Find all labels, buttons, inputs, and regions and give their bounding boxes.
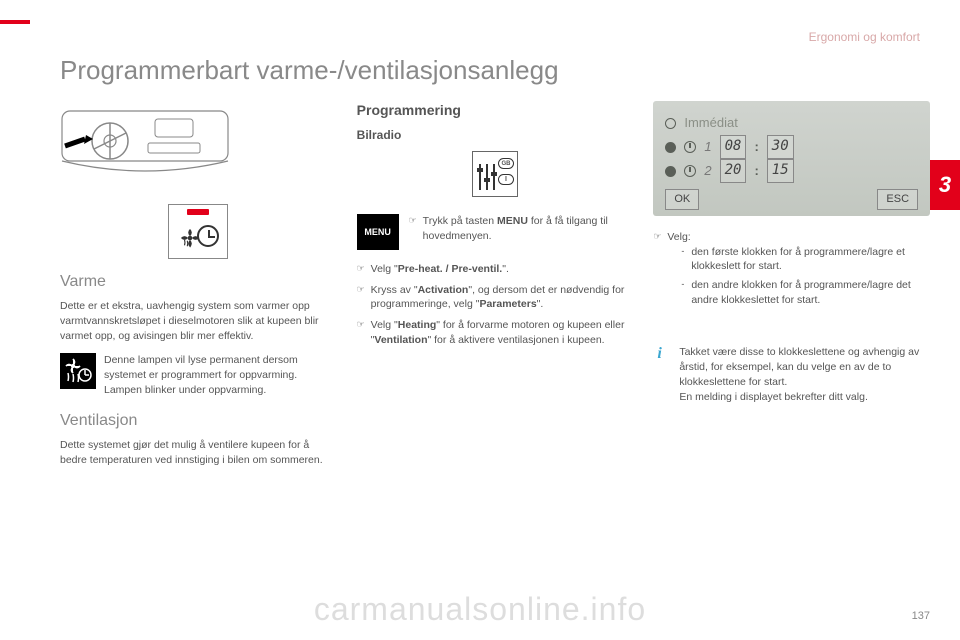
esc-button[interactable]: ESC — [877, 189, 918, 210]
clock-icon — [684, 165, 696, 177]
t: Velg " — [371, 319, 398, 331]
columns-wrap: Varme Dette er et ekstra, uavhengig syst… — [60, 101, 930, 467]
info-text: Takket være disse to klokkeslettene og a… — [679, 345, 922, 404]
t: Activation — [418, 284, 469, 296]
page-number: 137 — [912, 610, 930, 622]
lcd-buttons: OK ESC — [665, 189, 918, 210]
t: Kryss av " — [371, 284, 418, 296]
heater-lamp-icon — [60, 353, 96, 389]
radio-icon-wrap: GB I — [357, 151, 634, 202]
velg-item: Velg: den første klokken for å programme… — [653, 230, 930, 307]
watermark: carmanualsonline.info — [0, 591, 960, 628]
clock-icon — [197, 225, 219, 247]
menu-instruction: MENU Trykk på tasten MENU for å få tilga… — [357, 214, 634, 250]
column-3: Immédiat 1 08 : 30 2 20 : 15 — [653, 101, 930, 467]
lcd-immediat-label: Immédiat — [684, 114, 737, 132]
step-heating: Velg "Heating" for å forvarme motoren og… — [357, 318, 634, 347]
menu-button-icon: MENU — [357, 214, 399, 250]
t: Trykk på tasten — [423, 215, 497, 227]
velg-label: Velg: — [667, 231, 690, 243]
timer-index: 1 — [704, 138, 711, 156]
timer1-hour: 08 — [720, 135, 747, 159]
lamp-note: Denne lampen vil lyse permanent dersom s… — [60, 353, 337, 397]
radio-selected-icon — [665, 142, 676, 153]
page-title: Programmerbart varme-/ventilasjonsanlegg — [60, 55, 930, 86]
led-indicator — [187, 209, 209, 215]
radio-settings-icon: GB I — [472, 151, 518, 197]
steps-list: Velg "Pre-heat. / Pre-ventil.". Kryss av… — [357, 262, 634, 347]
lcd-row-immediat: Immédiat — [665, 111, 918, 135]
lcd-display: Immédiat 1 08 : 30 2 20 : 15 — [653, 101, 930, 216]
info-box: i Takket være disse to klokkeslettene og… — [653, 337, 930, 412]
lcd-row-timer2: 2 20 : 15 — [665, 159, 918, 183]
lamp-text: Denne lampen vil lyse permanent dersom s… — [104, 353, 337, 397]
column-1: Varme Dette er et ekstra, uavhengig syst… — [60, 101, 337, 467]
page-content: Programmerbart varme-/ventilasjonsanlegg — [60, 55, 930, 467]
lcd-row-timer1: 1 08 : 30 — [665, 135, 918, 159]
t: Velg " — [371, 263, 398, 275]
velg-sub2: den andre klokken for å programmere/lagr… — [681, 278, 930, 307]
varme-text: Dette er et ekstra, uavhengig system som… — [60, 299, 337, 343]
t: ". — [502, 263, 509, 275]
gb-badge: GB — [498, 158, 514, 169]
timer1-min: 30 — [767, 135, 794, 159]
velg-sub1: den første klokken for å programmere/lag… — [681, 245, 930, 274]
t: Parameters — [479, 298, 536, 310]
clock-icon — [684, 141, 696, 153]
sliders-icon — [477, 162, 497, 192]
heading-bilradio: Bilradio — [357, 127, 634, 144]
t: MENU — [497, 215, 528, 227]
t: Heating — [398, 319, 437, 331]
t: Pre-heat. / Pre-ventil. — [398, 263, 502, 275]
timer-index: 2 — [704, 162, 711, 180]
menu-press-text: Trykk på tasten MENU for å få tilgang ti… — [409, 214, 634, 243]
dashboard-illustration — [60, 101, 230, 196]
info-icon: i — [657, 343, 671, 357]
top-red-accent — [0, 20, 30, 24]
t: ". — [537, 298, 544, 310]
section-header: Ergonomi og komfort — [809, 30, 920, 44]
column-2: Programmering Bilradio GB I MENU Trykk p… — [357, 101, 634, 467]
t: Ventilation — [374, 334, 427, 346]
timer2-min: 15 — [767, 159, 794, 183]
t: " for å aktivere ventilasjonen i kupeen. — [428, 334, 605, 346]
vent-text: Dette systemet gjør det mulig å ventiler… — [60, 438, 337, 467]
heading-ventilasjon: Ventilasjon — [60, 410, 337, 432]
chapter-tab: 3 — [930, 160, 960, 210]
colon: : — [754, 162, 758, 180]
i-badge: I — [498, 174, 514, 185]
radio-unselected-icon — [665, 118, 676, 129]
step-activation: Kryss av "Activation", og dersom det er … — [357, 283, 634, 312]
step-preheat: Velg "Pre-heat. / Pre-ventil.". — [357, 262, 634, 277]
radio-selected-icon — [665, 166, 676, 177]
heading-varme: Varme — [60, 271, 337, 293]
timer2-hour: 20 — [720, 159, 747, 183]
heater-button-icon — [168, 204, 228, 259]
ok-button[interactable]: OK — [665, 189, 699, 210]
velg-list: Velg: den første klokken for å programme… — [653, 230, 930, 307]
colon: : — [754, 138, 758, 156]
heading-programmering: Programmering — [357, 101, 634, 121]
